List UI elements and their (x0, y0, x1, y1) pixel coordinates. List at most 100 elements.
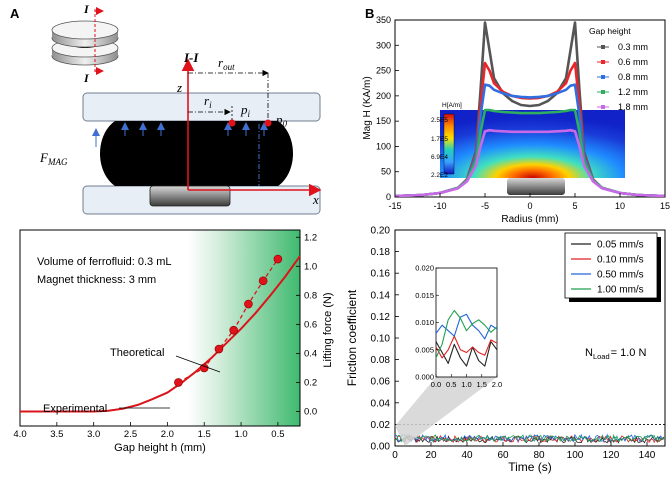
y-tick-label-b: 350 (376, 15, 391, 25)
inset-magnet (507, 178, 565, 195)
y-tick-label-d: 0.14 (371, 290, 391, 301)
magnet (149, 185, 231, 207)
inset-y-tick-label: 0.010 (415, 318, 434, 327)
legend-marker-b (601, 75, 605, 79)
inset-d: 0.0 0.5 1.0 1.5 2.0 0.000 0.005 0.010 0.015 0.020 (395, 264, 502, 446)
legend-entry-b: 0.3 mm (618, 42, 648, 52)
pressure-arrows (92, 122, 268, 147)
inset-trace (435, 309, 498, 359)
inset-y-tick-label: 0.020 (415, 264, 434, 273)
y-tick-label-d: 0.08 (371, 355, 391, 366)
load-annotation: NLoad= 1.0 N (585, 347, 646, 361)
plot-frame-c (19, 229, 301, 427)
inset-frame (435, 267, 498, 378)
y-tick-label-b: 150 (376, 116, 391, 126)
y-tick-label-d: 0.06 (371, 377, 391, 388)
x-axis-title-c: Gap height h (mm) (114, 442, 206, 454)
y-tick-label-c: 0.8 (304, 290, 317, 301)
c-axes: 4.0 3.5 3.0 2.5 2.0 1.5 1.0 0.5 0.0 0.2 0.4 0.6 0.8 1… (13, 232, 334, 454)
legend-entry-d: 1.00 mm/s (597, 285, 644, 296)
panel-b: B H[A/m] 2.5E5 1.7E5 6.9E4 2.2E2 -15 -10 -… (362, 6, 670, 225)
top-plate (82, 92, 321, 122)
x-tick-label-d: 20 (425, 450, 437, 461)
series-line-b (395, 128, 665, 197)
legend-b: 0.3 mm 0.6 mm 0.8 mm 1.2 mm 1.8 mm (597, 42, 648, 112)
d-series-layer (394, 423, 665, 444)
y-axis-title-c: Lifting force (N) (322, 292, 334, 367)
axis-z-label: z (176, 80, 182, 95)
cbar-tick: 1.7E5 (431, 136, 448, 143)
theoretical-point (214, 344, 224, 354)
x-tick-label-b: 15 (660, 201, 670, 211)
x-tick-label-c: 1.0 (234, 429, 247, 440)
section-label: I-I (183, 50, 199, 65)
inset-y-tick-label: 0.000 (415, 373, 434, 382)
x-tick-label-b: 10 (615, 201, 625, 211)
cbar-tick: 2.2E2 (431, 172, 448, 179)
x-tick-label-b: -15 (388, 201, 401, 211)
panel-a: A I I (10, 2, 322, 215)
legend-entry-b: 1.8 mm (618, 102, 648, 112)
colorbar (443, 113, 455, 175)
legend-d: 0.05 mm/s 0.10 mm/s 0.50 mm/s 1.00 mm/s (564, 232, 661, 302)
x-tick-label-b: 5 (572, 201, 577, 211)
y-tick-label-c: 0.6 (304, 319, 317, 330)
x-tick-label-d: 120 (603, 450, 620, 461)
cbar-tick: 2.5E5 (431, 117, 448, 124)
y-tick-label-d: 0.04 (371, 398, 391, 409)
point-p0 (264, 119, 272, 127)
theoretical-point (174, 378, 183, 387)
legend-marker-b (601, 45, 605, 49)
field-map (440, 110, 625, 178)
legend-entry-d: 0.10 mm/s (597, 255, 644, 266)
axis-x-label: x (312, 192, 319, 207)
panel-c: C 4.03.53.02.52.01.51.00.50.00.20.40.60.… (13, 229, 334, 454)
x-tick-label-b: 0 (527, 201, 532, 211)
y-tick-label-d: 0.02 (371, 420, 391, 431)
device-sketch: I I (51, 2, 119, 85)
legend-entry-b: 1.2 mm (618, 87, 648, 97)
panel-d: D 0204060801001201400.000.020.040.060.08… (345, 226, 666, 475)
x-tick-label-c: 2.5 (124, 429, 137, 440)
p-i-label: pi (240, 102, 251, 119)
inset-x-tick-label: 0.0 (431, 380, 441, 389)
x-tick-label-c: 1.5 (198, 429, 211, 440)
y-tick-label-b: 200 (376, 91, 391, 101)
inset-y-tick-label: 0.005 (415, 345, 434, 354)
b-axes: -15 -10 -5 0 5 10 15050100150200250300350Radiu… (362, 15, 670, 225)
y-tick-label-c: 1.0 (304, 261, 317, 272)
r-out-label: rout (218, 55, 235, 72)
legend-entry-b: 0.6 mm (618, 57, 648, 67)
inset-y-tick-label: 0.015 (415, 291, 434, 300)
ferrofluid-bridge (100, 121, 293, 186)
d-axes: 0 20 40 60 80 100 120 140 0.00 0.02 0.04 0.06 0.08 0.… (345, 226, 656, 475)
panel-label-a: A (10, 6, 20, 21)
cross-section (82, 58, 322, 215)
p-0-label: p0 (275, 112, 288, 129)
y-tick-label-b: 100 (376, 141, 391, 151)
legend-entry-d: 0.50 mm/s (597, 270, 644, 281)
legend-entry-b: 0.8 mm (618, 72, 648, 82)
point-pi (228, 119, 236, 127)
inset-x-tick-label: 1.0 (461, 380, 471, 389)
y-tick-label-d: 0.18 (371, 247, 391, 258)
r-i-label: ri (204, 93, 212, 110)
inset-x-tick-label: 0.5 (446, 380, 456, 389)
x-tick-label-c: 3.5 (50, 429, 63, 440)
note-volume: Volume of ferrofluid: 0.3 mL (37, 256, 172, 268)
y-tick-label-d: 0.20 (371, 226, 391, 237)
friction-trace (394, 433, 665, 443)
cbar-tick: 6.9E4 (431, 154, 448, 161)
x-tick-label-d: 100 (567, 450, 584, 461)
x-tick-label-d: 140 (639, 450, 656, 461)
x-tick-label-c: 2.0 (161, 429, 174, 440)
y-axis-title-b: Mag H (KA/m) (362, 76, 373, 139)
x-axis-title-b: Radius (mm) (501, 214, 558, 225)
theoretical-point (229, 325, 238, 335)
x-tick-label-d: 40 (461, 450, 473, 461)
label-experimental: Experimental (43, 403, 107, 415)
legend-title-b: Gap height (589, 26, 631, 36)
inset-x-tick-label: 1.5 (477, 380, 487, 389)
label-theoretical: Theoretical (110, 347, 164, 359)
